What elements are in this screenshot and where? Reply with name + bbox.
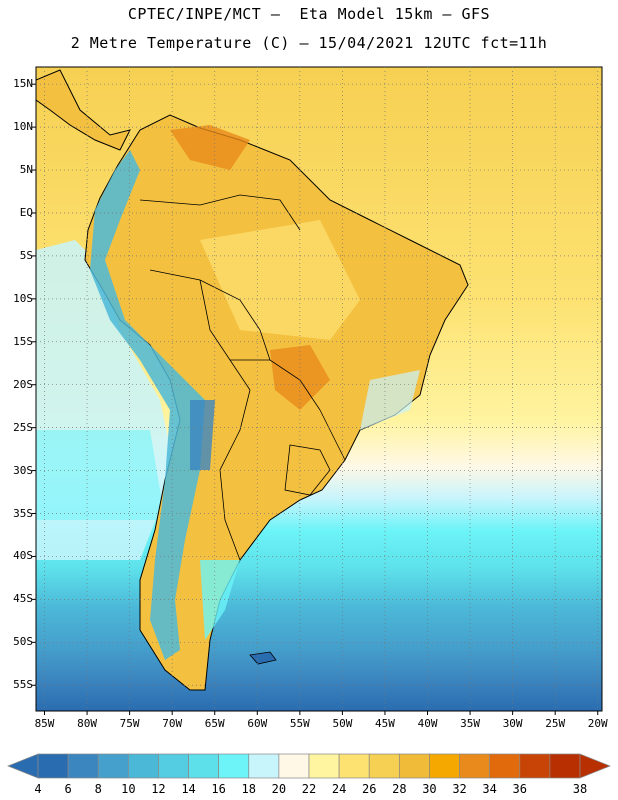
colorbar-label-8: 8 [94, 782, 102, 796]
lat-label-20S: 20S [13, 377, 33, 391]
lon-label-40W: 40W [417, 717, 438, 730]
colorbar-arrow-high [579, 753, 611, 779]
graticule [36, 67, 602, 711]
colorbar-label-26: 26 [361, 782, 377, 796]
map-frame [35, 66, 603, 712]
colorbar-swatch-4 [158, 753, 189, 779]
hot-spot-chaco [270, 345, 330, 410]
map-field [36, 67, 602, 711]
lon-label-25W: 25W [545, 717, 566, 730]
colorbar-swatch-6 [218, 753, 250, 779]
lon-label-70W: 70W [162, 717, 183, 730]
colorbar-label-20: 20 [271, 782, 287, 796]
patagonia-cool-zone [200, 560, 240, 640]
colorbar-arrow-low [7, 753, 39, 779]
colorbar-label-12: 12 [151, 782, 166, 796]
lat-label-35S: 35S [13, 506, 33, 520]
lat-label-25S: 25S [13, 420, 33, 434]
colorbar-label-16: 16 [211, 782, 226, 796]
amazon-zone [200, 220, 360, 340]
colorbar-label-36: 36 [512, 782, 527, 796]
colorbar-label-6: 6 [64, 782, 72, 796]
hot-spot-venezuela [170, 125, 250, 170]
chart-title-line2: 2 Metre Temperature (C) – 15/04/2021 12U… [70, 34, 548, 52]
colorbar-label-18: 18 [241, 782, 256, 796]
andes-coldest-zone [190, 400, 215, 470]
colorbar-label-10: 10 [121, 782, 136, 796]
lon-label-50W: 50W [332, 717, 353, 730]
colorbar-swatch-7 [248, 753, 280, 779]
pacific-cold-zone [36, 430, 165, 520]
colorbar-swatch-16 [519, 753, 551, 779]
falkland-islands [249, 651, 277, 665]
lat-label-30S: 30S [13, 463, 33, 477]
lon-label-35W: 35W [460, 717, 480, 730]
colorbar-swatch-11 [368, 753, 400, 779]
colorbar-swatch-12 [398, 753, 430, 779]
lat-label-15S: 15S [13, 334, 33, 348]
lon-label-75W: 75W [119, 717, 140, 730]
country-borders [139, 194, 346, 561]
axis-ticks [32, 83, 599, 715]
lat-label-40S: 40S [13, 549, 33, 563]
lat-label-45S: 45S [13, 592, 33, 606]
colorbar-swatch-0 [37, 753, 69, 779]
colorbar-swatch-17 [549, 753, 581, 779]
lat-label-10N: 10N [13, 120, 33, 134]
colorbar-swatch-3 [127, 753, 159, 779]
chart-title-line1: CPTEC/INPE/MCT – Eta Model 15km – GFS [127, 5, 491, 23]
colorbar-swatch-1 [67, 753, 99, 779]
colorbar-swatch-5 [188, 753, 220, 779]
lat-label-EQ: EQ [19, 205, 33, 219]
lon-label-65W: 65W [204, 717, 225, 730]
colorbar-label-34: 34 [482, 782, 497, 796]
colorbar-label-24: 24 [331, 782, 347, 796]
colorbar-label-28: 28 [392, 782, 407, 796]
lon-label-20W: 20W [587, 717, 608, 730]
lat-label-55S: 55S [13, 678, 33, 692]
lon-label-80W: 80W [77, 717, 97, 730]
colorbar-swatch-9 [308, 753, 340, 779]
colorbar-label-38: 38 [572, 782, 588, 796]
colorbar-swatch-2 [97, 753, 129, 779]
colorbar-swatch-15 [489, 753, 521, 779]
colorbar-swatch-8 [278, 753, 310, 779]
lat-label-5N: 5N [19, 163, 33, 177]
lon-label-60W: 60W [247, 717, 268, 730]
lon-label-85W: 85W [34, 717, 55, 730]
colorbar [7, 753, 611, 779]
colorbar-swatch-14 [459, 753, 491, 779]
lat-label-50S: 50S [13, 635, 33, 649]
lat-label-5S: 5S [19, 248, 33, 262]
colorbar-label-32: 32 [452, 782, 467, 796]
colorbar-swatch-10 [338, 753, 370, 779]
lon-label-30W: 30W [502, 717, 523, 730]
lat-label-15N: 15N [13, 77, 33, 91]
andes-cold-band [90, 150, 205, 660]
colorbar-label-4: 4 [34, 782, 42, 796]
lon-label-55W: 55W [289, 717, 310, 730]
colorbar-label-30: 30 [422, 782, 437, 796]
colorbar-swatch-13 [429, 753, 460, 779]
central-america-land [36, 69, 131, 151]
colorbar-label-14: 14 [181, 782, 196, 796]
lat-label-10S: 10S [13, 291, 33, 305]
lon-label-45W: 45W [375, 717, 395, 730]
colorbar-label-22: 22 [301, 782, 317, 796]
